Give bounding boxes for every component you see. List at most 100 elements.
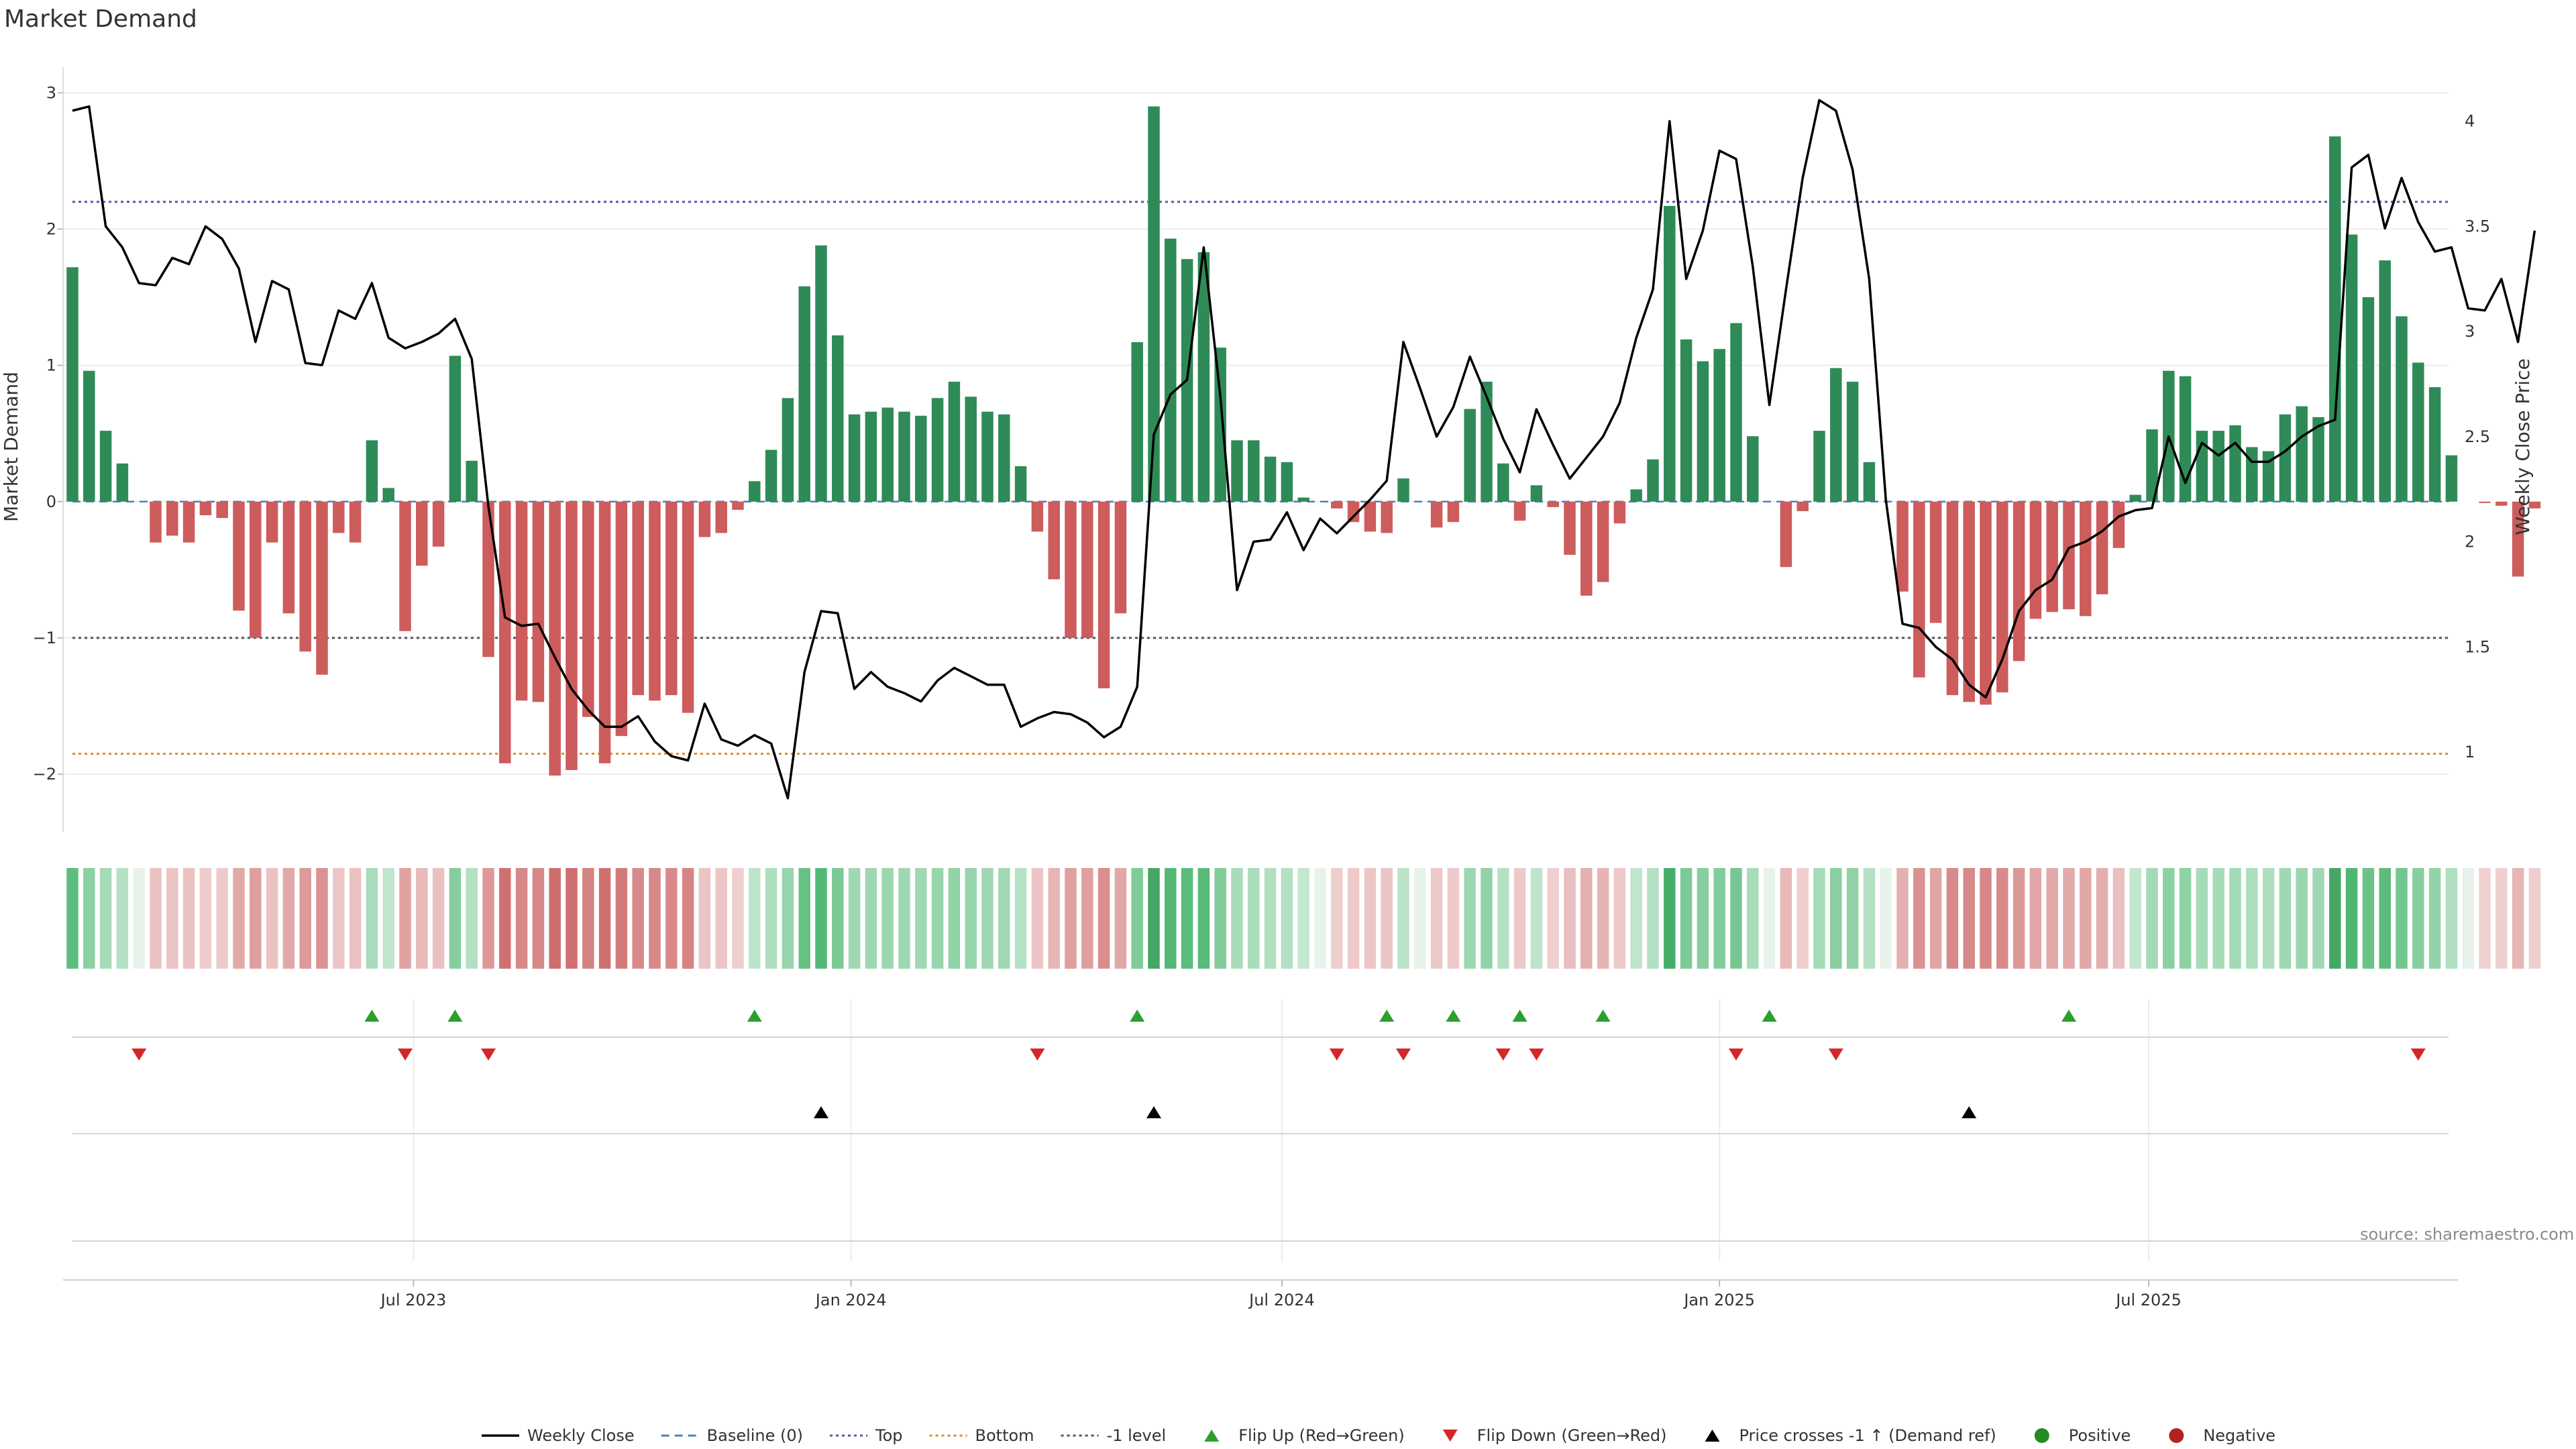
demand-bar-positive: [2379, 260, 2391, 502]
source-credit: source: sharemaestro.com: [2360, 1225, 2575, 1244]
heatmap-cell: [349, 868, 362, 969]
demand-bar-negative: [1331, 501, 1343, 508]
heatmap-cell: [1281, 868, 1293, 969]
heatmap-cell: [715, 868, 727, 969]
heatmap-cell: [1314, 868, 1326, 969]
demand-bar-positive: [998, 414, 1010, 502]
demand-bar-negative: [2029, 501, 2042, 619]
x-tick-label: Jul 2024: [1248, 1291, 1315, 1309]
heatmap-cell: [1381, 868, 1393, 969]
demand-bar-negative: [416, 501, 428, 566]
heatmap-cell: [1447, 868, 1460, 969]
legend-swatch-dot: [2034, 1428, 2049, 1443]
demand-bar-positive: [2428, 387, 2441, 502]
x-tick-label: Jul 2025: [2114, 1291, 2182, 1309]
demand-bar-positive: [2312, 417, 2324, 502]
heatmap-cell: [466, 868, 478, 969]
legend-swatch-marker: [1204, 1430, 1220, 1442]
flip-up-marker: [1762, 1010, 1777, 1022]
demand-bar-positive: [1863, 462, 1876, 502]
flip-down-marker: [1030, 1049, 1045, 1061]
chart-title: Market Demand: [4, 5, 197, 33]
y2-axis-title: Weekly Close Price: [2512, 358, 2534, 535]
demand-bar-positive: [1148, 106, 1160, 502]
heatmap-cell: [333, 868, 345, 969]
heatmap-cell: [499, 868, 511, 969]
legend-label: Negative: [2203, 1426, 2275, 1445]
heatmap-cell: [2063, 868, 2075, 969]
demand-bar-positive: [2246, 447, 2258, 502]
demand-bar-negative: [166, 501, 178, 536]
demand-bar-negative: [515, 501, 528, 701]
demand-bar-negative: [682, 501, 694, 713]
flip-up-marker: [447, 1010, 463, 1022]
heatmap-cell: [1264, 868, 1277, 969]
reference-lines: [72, 201, 2449, 755]
demand-bar-positive: [2212, 431, 2224, 502]
y2-tick-label: 2.5: [2465, 427, 2490, 446]
demand-bar-negative: [582, 501, 594, 717]
heatmap-cell: [2462, 868, 2474, 969]
heatmap-cell: [1397, 868, 1409, 969]
demand-bar-positive: [1697, 361, 1709, 502]
demand-bar-negative: [1780, 501, 1792, 568]
demand-bar-negative: [715, 501, 727, 533]
demand-bar-negative: [2046, 501, 2058, 612]
demand-bar-negative: [182, 501, 195, 543]
legend-label: Flip Down (Green→Red): [1477, 1426, 1667, 1445]
heatmap-cell: [1946, 868, 1959, 969]
demand-bar-negative: [1980, 501, 1992, 705]
demand-bar-positive: [1481, 381, 1493, 502]
heatmap-cell: [416, 868, 428, 969]
flip-down-marker: [1828, 1049, 1843, 1061]
demand-bar-negative: [1097, 501, 1110, 689]
demand-bar-negative: [299, 501, 311, 652]
heatmap-cell: [998, 868, 1010, 969]
demand-bar-positive: [848, 414, 861, 502]
demand-bar-positive: [815, 245, 827, 502]
demand-bar-positive: [449, 356, 462, 502]
flip-up-marker: [1512, 1010, 1527, 1022]
demand-bar-positive: [931, 398, 944, 502]
flip-down-marker: [1529, 1049, 1544, 1061]
demand-bar-positive: [1747, 436, 1759, 502]
heatmap-cell: [2179, 868, 2192, 969]
heatmap-cell: [865, 868, 877, 969]
x-tick-label: Jul 2023: [380, 1291, 447, 1309]
y-tick-label: −2: [33, 765, 56, 784]
heatmap-cell: [1014, 868, 1027, 969]
heatmap-cell: [1513, 868, 1526, 969]
heatmap-cell: [2345, 868, 2358, 969]
heatmap-cell: [166, 868, 178, 969]
heatmap-cell: [598, 868, 611, 969]
demand-bar-positive: [1713, 349, 1725, 502]
demand-bar-negative: [316, 501, 328, 675]
heatmap-cell: [1996, 868, 2008, 969]
heatmap-cell: [532, 868, 545, 969]
heatmap-cell: [1980, 868, 1992, 969]
heatmap-cell: [1913, 868, 1925, 969]
demand-bar-negative: [1347, 501, 1360, 523]
legend-label: -1 level: [1107, 1426, 1167, 1445]
legend-swatch-marker: [1442, 1430, 1458, 1442]
demand-bar-positive: [898, 411, 910, 502]
y2-tick-label: 4: [2465, 112, 2475, 131]
flip-up-marker: [1595, 1010, 1611, 1022]
demand-bar-positive: [1397, 478, 1409, 502]
heatmap-cell: [1347, 868, 1360, 969]
heatmap-cell: [1963, 868, 1975, 969]
demand-bar-negative: [1381, 501, 1393, 533]
demand-bar-negative: [1597, 501, 1609, 582]
flip-up-marker: [1379, 1010, 1395, 1022]
legend-label: Flip Up (Red→Green): [1238, 1426, 1405, 1445]
demand-bar-positive: [948, 381, 961, 502]
flip-up-marker: [747, 1010, 762, 1022]
demand-bar-positive: [915, 415, 927, 502]
heatmap-cell: [1148, 868, 1160, 969]
legend-label: Top: [875, 1426, 903, 1445]
demand-bar-positive: [1231, 440, 1243, 502]
legend-swatch-marker: [1705, 1430, 1720, 1442]
y2-tick-label: 3.5: [2465, 217, 2490, 235]
heatmap-cell: [2479, 868, 2491, 969]
